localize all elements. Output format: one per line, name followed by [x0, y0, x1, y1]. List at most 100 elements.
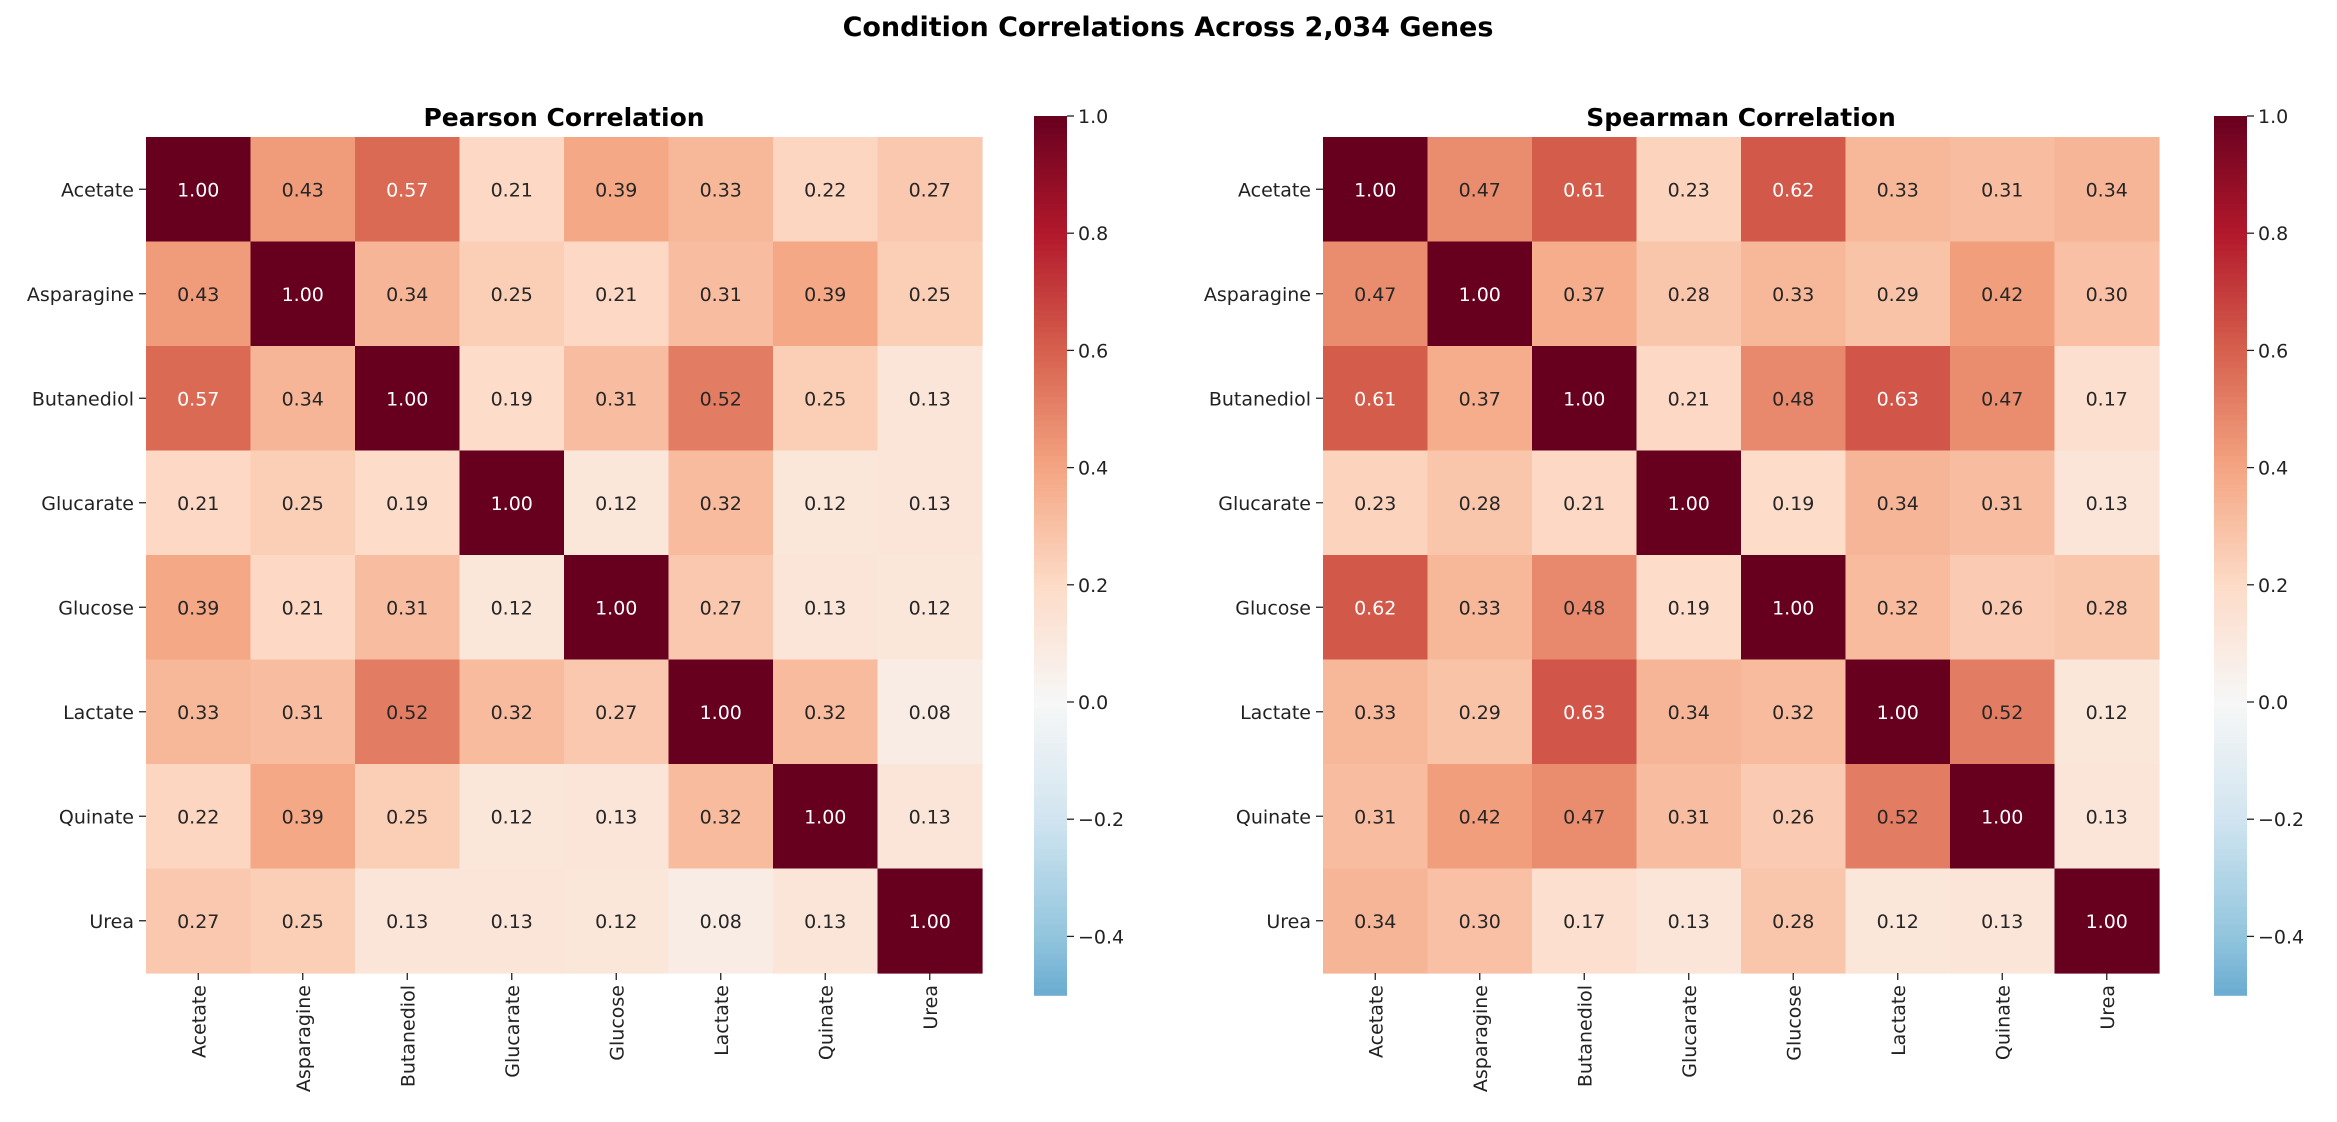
- colorbar-segment: [1034, 702, 1067, 709]
- colorbar-segment: [2214, 871, 2247, 879]
- cell-value-label: 0.31: [1354, 806, 1396, 828]
- colorbar-segment: [2214, 877, 2247, 885]
- cell-value-label: 0.12: [491, 806, 533, 828]
- colorbar-segment: [2214, 713, 2247, 721]
- heatmap-cell: [2054, 450, 2160, 556]
- heatmap-cell: [668, 450, 774, 556]
- colorbar-segment: [1034, 895, 1067, 903]
- colorbar-segment: [2214, 842, 2247, 850]
- colorbar-segment: [1034, 537, 1067, 545]
- cell-value-label: 0.13: [909, 493, 951, 515]
- heatmap-cell: [668, 764, 774, 870]
- cell-value-label: 1.00: [1354, 179, 1396, 201]
- colorbar-segment: [1034, 860, 1067, 867]
- heatmap-cell: [146, 555, 252, 661]
- cell-value-label: 0.21: [595, 284, 637, 306]
- colorbar-segment: [1034, 438, 1067, 445]
- heatmap-cell: [250, 137, 356, 243]
- colorbar-segment: [2214, 778, 2247, 785]
- colorbar-segment: [2214, 209, 2247, 217]
- colorbar-segment: [2214, 643, 2247, 651]
- colorbar-segment: [2214, 924, 2247, 932]
- heatmap-cell: [877, 764, 983, 870]
- colorbar-segment: [1034, 526, 1067, 533]
- cell-value-label: 0.34: [1354, 911, 1396, 933]
- colorbar-segment: [1034, 250, 1067, 258]
- colorbar-segment: [1034, 672, 1067, 680]
- colorbar-segment: [1034, 649, 1067, 656]
- colorbar-segment: [2214, 496, 2247, 504]
- colorbar-segment: [2214, 409, 2247, 416]
- heatmap-cell: [1427, 241, 1533, 347]
- heatmap-cell: [2054, 346, 2160, 452]
- y-tick-label: Urea: [89, 911, 134, 933]
- colorbar-segment: [2214, 250, 2247, 258]
- heatmap-cell: [1427, 555, 1533, 661]
- colorbar-segment: [1034, 754, 1067, 762]
- cell-value-label: 1.00: [1459, 284, 1501, 306]
- heatmap-cell: [146, 764, 252, 870]
- cell-value-label: 0.47: [1459, 179, 1501, 201]
- colorbar-segment: [1034, 942, 1067, 949]
- cell-value-label: 1.00: [491, 493, 533, 515]
- cell-value-label: 0.48: [1563, 597, 1605, 619]
- cell-value-label: 0.22: [177, 806, 219, 828]
- heatmap-cell: [1950, 241, 2056, 347]
- colorbar-segment: [2214, 619, 2247, 627]
- cell-value-label: 0.12: [804, 493, 846, 515]
- cell-value-label: 0.37: [1563, 284, 1605, 306]
- x-tick-label: Quinate: [815, 985, 837, 1060]
- colorbar-segment: [2214, 977, 2247, 985]
- colorbar-segment: [2214, 578, 2247, 586]
- cell-value-label: 0.13: [1668, 911, 1710, 933]
- colorbar-segment: [2214, 959, 2247, 967]
- colorbar-segment: [1034, 637, 1067, 645]
- colorbar-segment: [2214, 309, 2247, 317]
- colorbar-segment: [1034, 473, 1067, 481]
- cell-value-label: 1.00: [2086, 911, 2128, 933]
- heatmap-cell: [564, 659, 670, 765]
- colorbar-segment: [2214, 491, 2247, 498]
- colorbar-segment: [2214, 174, 2247, 182]
- cell-value-label: 0.32: [491, 702, 533, 724]
- colorbar-segment: [1034, 356, 1067, 363]
- y-tick-label: Quinate: [1236, 806, 1311, 828]
- heatmap-cell: [1741, 241, 1847, 347]
- heatmap-cell: [1845, 555, 1951, 661]
- x-tick-label: Glucarate: [1679, 985, 1701, 1078]
- cell-value-label: 0.12: [491, 597, 533, 619]
- heatmap-cell: [146, 450, 252, 556]
- colorbar-segment: [2214, 567, 2247, 574]
- cell-value-label: 1.00: [595, 597, 637, 619]
- colorbar-segment: [1034, 285, 1067, 293]
- x-tick-label: Glucose: [1783, 985, 1805, 1061]
- heatmap-cell: [1636, 450, 1742, 556]
- heatmap-cell: [250, 346, 356, 452]
- colorbar-segment: [1034, 321, 1067, 328]
- colorbar-segment: [1034, 573, 1067, 580]
- colorbar-segment: [2214, 198, 2247, 205]
- heatmap-cell: [1636, 555, 1742, 661]
- y-tick-label: Glucose: [1235, 597, 1311, 619]
- heatmap-cell: [1636, 137, 1742, 243]
- cell-value-label: 0.29: [1877, 284, 1919, 306]
- heatmap-cell: [1323, 450, 1429, 556]
- heatmap-cell: [877, 137, 983, 243]
- cell-value-label: 0.32: [804, 702, 846, 724]
- x-tick-label: Quinate: [1992, 985, 2014, 1060]
- colorbar-segment: [2214, 614, 2247, 621]
- colorbar-tick-label: 0.6: [2258, 340, 2288, 362]
- colorbar-segment: [2214, 520, 2247, 527]
- colorbar-segment: [2214, 784, 2247, 791]
- cell-value-label: 0.52: [1877, 806, 1919, 828]
- colorbar-segment: [1034, 432, 1067, 440]
- heatmap-cell: [1741, 555, 1847, 661]
- colorbar-segment: [2214, 825, 2247, 832]
- heatmap-cell: [773, 868, 879, 974]
- cell-value-label: 0.08: [909, 702, 951, 724]
- colorbar-segment: [1034, 350, 1067, 358]
- cell-value-label: 0.30: [2086, 284, 2128, 306]
- cell-value-label: 0.13: [909, 388, 951, 410]
- colorbar-segment: [1034, 936, 1067, 944]
- cell-value-label: 0.25: [909, 284, 951, 306]
